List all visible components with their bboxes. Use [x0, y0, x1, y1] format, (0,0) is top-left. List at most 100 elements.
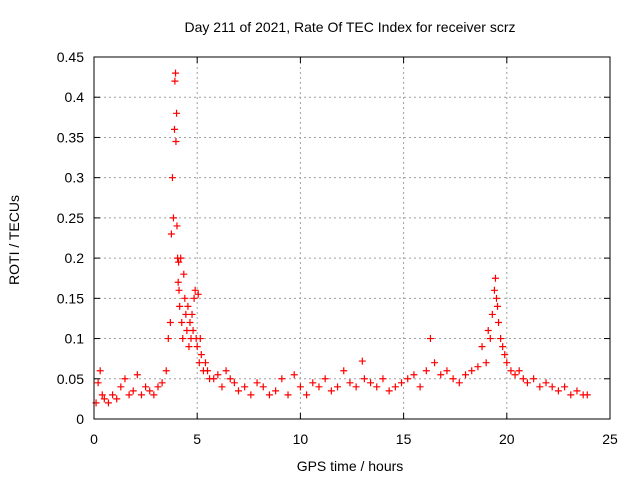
- data-point: [455, 379, 463, 387]
- data-point: [180, 270, 188, 278]
- data-point: [431, 359, 439, 367]
- data-point: [385, 387, 393, 395]
- data-point: [507, 367, 515, 375]
- data-point: [181, 294, 189, 302]
- y-axis-label: ROTI / TECUs: [6, 195, 22, 285]
- y-axis-ticks: 0 0.05 0.1 0.15 0.2 0.25 0.3 0.35 0.4 0.45: [57, 49, 610, 427]
- x-tick-label: 5: [193, 431, 201, 447]
- data-point: [468, 367, 476, 375]
- data-point: [554, 387, 562, 395]
- data-point: [449, 375, 457, 383]
- data-point: [186, 318, 194, 326]
- data-point: [503, 359, 511, 367]
- data-point: [309, 379, 317, 387]
- data-point: [210, 375, 218, 383]
- y-tick-label: 0.2: [65, 250, 85, 266]
- data-point: [171, 77, 179, 85]
- data-point: [303, 391, 311, 399]
- data-point: [94, 379, 102, 387]
- y-tick-label: 0.15: [57, 290, 84, 306]
- data-point: [491, 274, 499, 282]
- y-tick-label: 0.25: [57, 210, 84, 226]
- data-point: [548, 383, 556, 391]
- data-point: [241, 383, 249, 391]
- x-axis-label: GPS time / hours: [297, 458, 404, 474]
- data-point: [373, 383, 381, 391]
- data-point: [321, 375, 329, 383]
- data-point: [175, 286, 183, 294]
- data-point: [542, 379, 550, 387]
- data-point: [191, 286, 199, 294]
- y-tick-label: 0.35: [57, 129, 84, 145]
- data-point: [226, 375, 234, 383]
- data-point: [158, 379, 166, 387]
- data-point: [214, 371, 222, 379]
- data-point: [398, 379, 406, 387]
- x-tick-label: 0: [90, 431, 98, 447]
- data-point: [201, 359, 209, 367]
- data-point: [121, 375, 129, 383]
- data-point: [583, 391, 591, 399]
- data-point: [265, 391, 273, 399]
- data-point: [113, 395, 121, 403]
- data-point: [379, 375, 387, 383]
- chart-title: Day 211 of 2021, Rate Of TEC Index for r…: [185, 19, 516, 35]
- data-point: [172, 69, 180, 77]
- data-point: [391, 383, 399, 391]
- data-point: [530, 375, 538, 383]
- data-point: [194, 290, 202, 298]
- data-point: [296, 383, 304, 391]
- data-point: [109, 391, 117, 399]
- data-point: [230, 379, 238, 387]
- data-point: [490, 286, 498, 294]
- y-tick-label: 0.1: [65, 331, 85, 347]
- y-tick-label: 0: [76, 411, 84, 427]
- data-point: [494, 302, 502, 310]
- data-point: [511, 371, 519, 379]
- data-point: [482, 359, 490, 367]
- data-point: [96, 367, 104, 375]
- data-point: [125, 391, 133, 399]
- x-tick-label: 20: [499, 431, 515, 447]
- data-point: [174, 278, 182, 286]
- data-point: [178, 318, 186, 326]
- data-point: [188, 310, 196, 318]
- data-point: [204, 367, 212, 375]
- data-point: [259, 383, 267, 391]
- data-point: [179, 335, 187, 343]
- data-point: [519, 375, 527, 383]
- data-point: [567, 391, 575, 399]
- data-point: [278, 375, 286, 383]
- y-tick-label: 0.4: [65, 89, 85, 105]
- y-tick-label: 0.05: [57, 371, 84, 387]
- data-point: [340, 367, 348, 375]
- data-point: [173, 222, 181, 230]
- data-point: [177, 254, 185, 262]
- data-point: [170, 125, 178, 133]
- data-point: [404, 375, 412, 383]
- data-point: [515, 367, 523, 375]
- data-point: [495, 318, 503, 326]
- data-point: [190, 294, 198, 302]
- data-point: [193, 343, 201, 351]
- data-point: [561, 383, 569, 391]
- data-point: [497, 335, 505, 343]
- data-point: [437, 371, 445, 379]
- data-point: [573, 387, 581, 395]
- data-point: [536, 383, 544, 391]
- data-point: [358, 357, 366, 365]
- data-point: [182, 310, 190, 318]
- data-point: [173, 109, 181, 117]
- data-point: [462, 371, 470, 379]
- data-point: [168, 174, 176, 182]
- data-point: [166, 318, 174, 326]
- x-tick-label: 15: [396, 431, 412, 447]
- data-point: [486, 335, 494, 343]
- data-point: [169, 214, 177, 222]
- y-tick-label: 0.3: [65, 170, 85, 186]
- y-tick-label: 0.45: [57, 49, 84, 65]
- data-point: [523, 379, 531, 387]
- data-point: [346, 379, 354, 387]
- data-point: [422, 367, 430, 375]
